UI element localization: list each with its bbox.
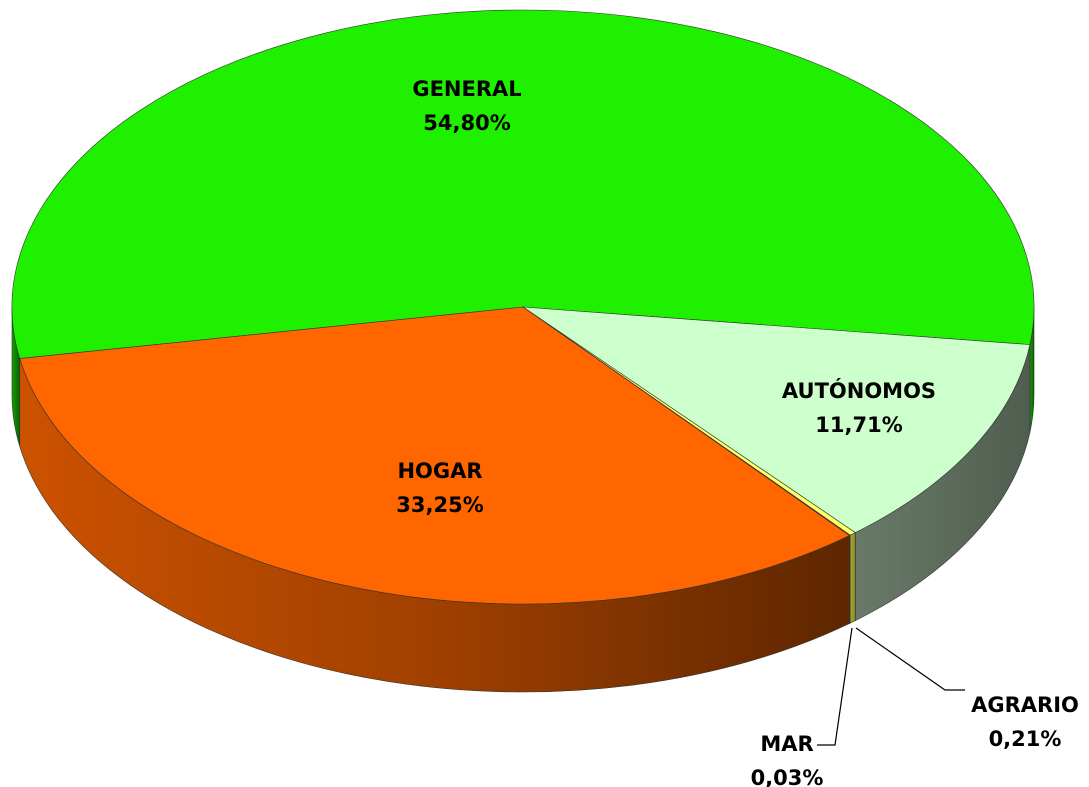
slice xyxy=(19,306,851,605)
slice-label: GENERAL xyxy=(412,77,521,101)
slice-label: HOGAR xyxy=(397,459,482,483)
leader-line xyxy=(855,627,965,691)
value-label: 0,21% xyxy=(989,727,1062,751)
slice xyxy=(11,9,1035,359)
slice-label: AGRARIO xyxy=(971,693,1079,717)
value-label: 0,03% xyxy=(751,766,824,787)
value-label: 54,80% xyxy=(423,111,510,135)
slice xyxy=(521,306,1031,533)
value-label: 33,25% xyxy=(396,493,483,517)
slice-label: MAR xyxy=(760,732,813,756)
leader-line xyxy=(817,627,853,746)
value-label: 11,71% xyxy=(815,413,902,437)
slice-side xyxy=(849,532,856,624)
slice-label: AUTÓNOMOS xyxy=(782,378,936,403)
